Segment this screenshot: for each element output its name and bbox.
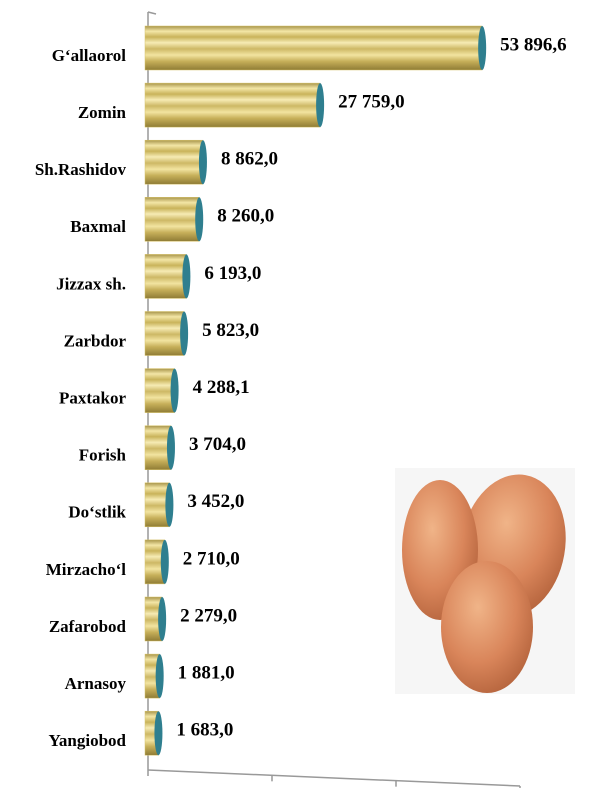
bar — [145, 83, 320, 127]
bar-cap — [158, 597, 166, 641]
bar-cap — [154, 711, 162, 755]
axis-corner — [148, 12, 156, 14]
bar-cap — [156, 654, 164, 698]
bar-cap — [478, 26, 486, 70]
bar — [145, 26, 482, 70]
category-label: Baxmal — [70, 217, 126, 236]
value-label: 8 260,0 — [217, 206, 274, 227]
bar-cap — [182, 254, 190, 298]
egg-picture — [395, 466, 577, 694]
value-label: 1 683,0 — [176, 720, 233, 741]
bar-cap — [171, 369, 179, 413]
category-label: Zarbdor — [64, 331, 127, 350]
category-label: Paxtakor — [59, 389, 127, 408]
category-label: Do‘stlik — [68, 503, 126, 522]
category-label: Forish — [79, 446, 127, 465]
category-label: Jizzax sh. — [56, 274, 126, 293]
category-label: Zafarobod — [49, 617, 127, 636]
bar-cap — [316, 83, 324, 127]
bar-cap — [199, 140, 207, 184]
value-label: 2 710,0 — [183, 548, 240, 569]
category-label: Yangiobod — [49, 731, 127, 750]
value-label: 3 704,0 — [189, 434, 246, 455]
category-label: Zomin — [78, 103, 127, 122]
value-label: 53 896,6 — [500, 34, 567, 55]
value-label: 8 862,0 — [221, 149, 278, 170]
bar — [145, 312, 184, 356]
bar — [145, 140, 203, 184]
x-axis — [148, 770, 520, 786]
bar-cap — [165, 483, 173, 527]
chart: 53 896,6 G‘allaorol 27 759,0 Zomin 8 862,0 Sh… — [0, 0, 595, 788]
category-label: Arnasoy — [65, 674, 127, 693]
value-label: 27 759,0 — [338, 91, 405, 112]
bar — [145, 197, 199, 241]
bar-cap — [180, 312, 188, 356]
value-label: 5 823,0 — [202, 320, 259, 341]
category-label: G‘allaorol — [52, 46, 127, 65]
category-label: Mirzacho‘l — [46, 560, 127, 579]
value-label: 1 881,0 — [178, 662, 235, 683]
bar — [145, 369, 175, 413]
value-label: 6 193,0 — [204, 263, 261, 284]
bar-cap — [167, 426, 175, 470]
value-label: 4 288,1 — [193, 377, 250, 398]
value-label: 3 452,0 — [187, 491, 244, 512]
category-label: Sh.Rashidov — [35, 160, 127, 179]
value-label: 2 279,0 — [180, 605, 237, 626]
bar-cap — [161, 540, 169, 584]
bar — [145, 254, 186, 298]
bar-cap — [195, 197, 203, 241]
